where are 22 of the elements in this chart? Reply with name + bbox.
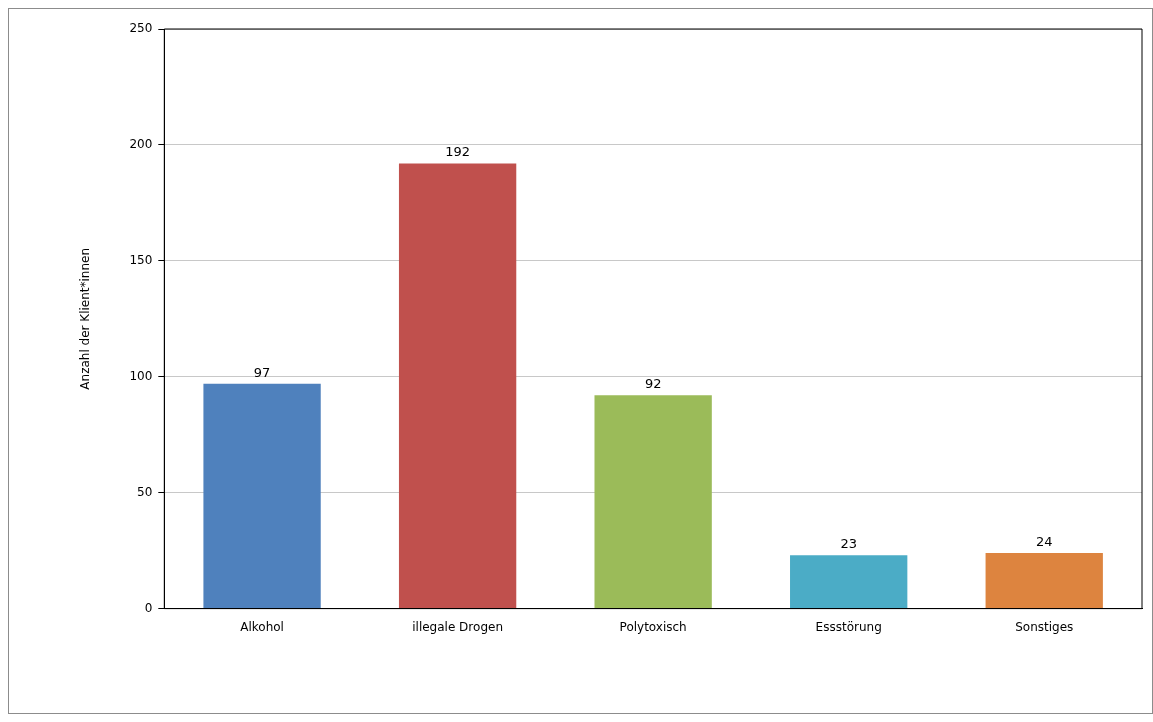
- data-label: 97: [253, 364, 271, 380]
- bar: [790, 555, 908, 609]
- x-tick-label: Sonstiges: [1015, 619, 1074, 634]
- bar: [985, 552, 1103, 609]
- bar: [398, 163, 517, 609]
- y-tick-label: 100: [129, 368, 153, 383]
- x-tick-label: Essstörung: [815, 619, 882, 634]
- data-label: 92: [644, 376, 662, 392]
- y-tick-label: 250: [129, 21, 153, 36]
- data-label: 24: [1035, 533, 1053, 549]
- y-tick-label: 50: [137, 484, 153, 499]
- x-tick-label: illegale Drogen: [412, 619, 503, 634]
- y-tick-label: 200: [129, 137, 153, 152]
- data-label: 23: [840, 536, 857, 552]
- bar: [594, 395, 712, 609]
- y-tick-label: 0: [144, 600, 153, 615]
- x-tick-label: Polytoxisch: [619, 619, 687, 634]
- bar: [203, 383, 321, 609]
- data-label: 192: [445, 144, 471, 160]
- y-tick-label: 150: [129, 252, 153, 267]
- x-tick-label: Alkohol: [240, 619, 284, 634]
- y-axis-title: Anzahl der Klient*innen: [78, 247, 93, 390]
